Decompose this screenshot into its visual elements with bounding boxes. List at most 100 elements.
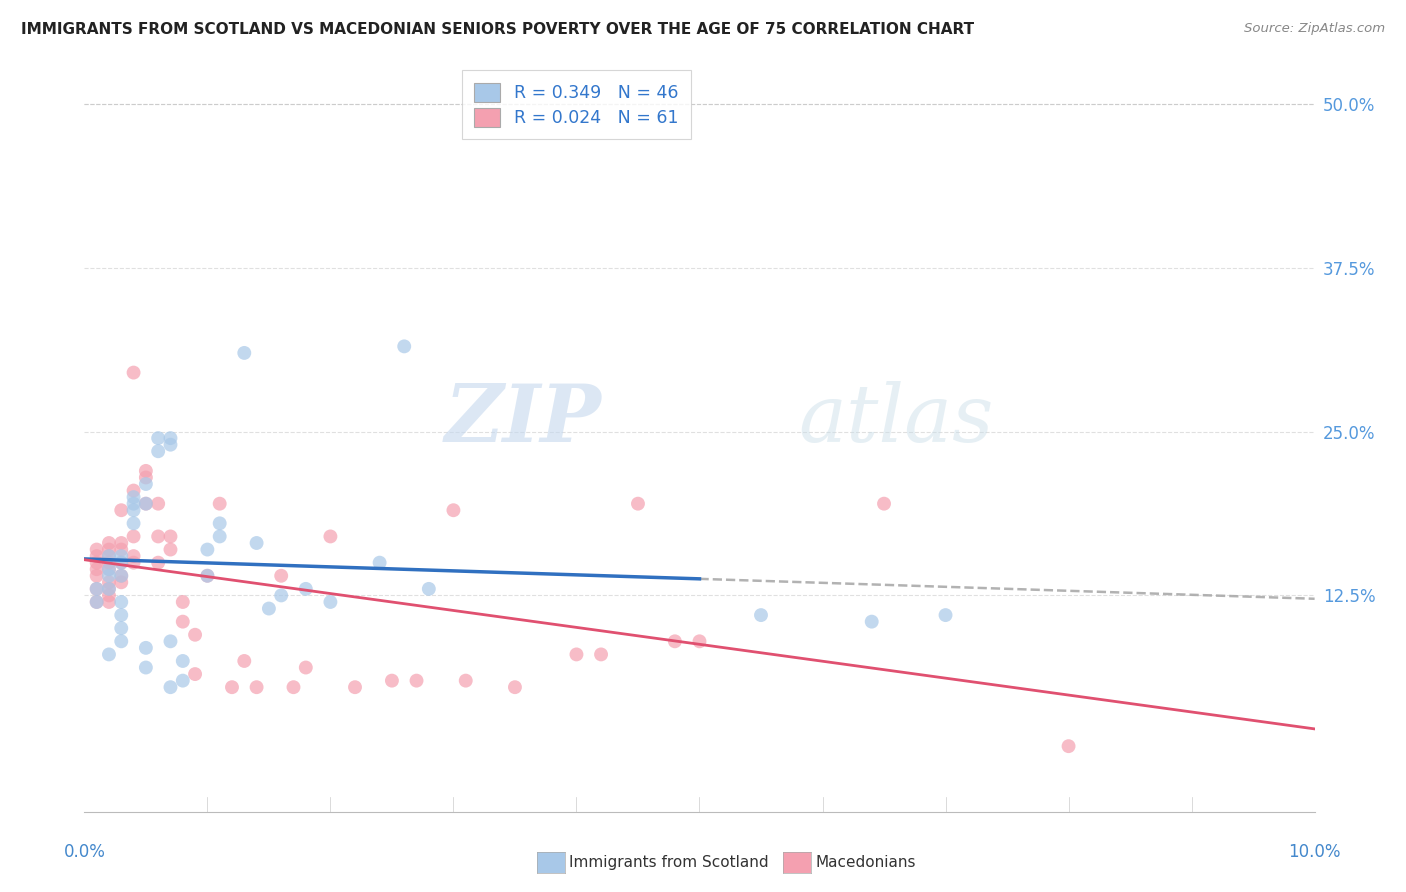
Point: [98, 648, 120, 662]
Point: [122, 366, 145, 380]
Point: [159, 634, 181, 648]
Point: [110, 503, 132, 517]
Point: [148, 444, 170, 458]
Point: [418, 582, 440, 596]
Point: [98, 589, 120, 603]
Point: [184, 628, 207, 642]
Point: [110, 634, 132, 648]
Point: [110, 575, 132, 590]
Point: [98, 562, 120, 576]
Point: [110, 556, 132, 570]
Point: [122, 490, 145, 504]
Point: [381, 673, 404, 688]
Point: [98, 556, 120, 570]
Point: [122, 483, 145, 498]
Point: [172, 673, 194, 688]
Point: [86, 595, 108, 609]
Point: [86, 556, 108, 570]
Point: [98, 595, 120, 609]
Text: Macedonians: Macedonians: [815, 855, 915, 870]
Point: [184, 667, 207, 681]
Point: [405, 673, 427, 688]
Point: [503, 680, 526, 694]
Point: [270, 589, 292, 603]
Point: [208, 516, 231, 531]
Point: [135, 640, 157, 655]
Text: IMMIGRANTS FROM SCOTLAND VS MACEDONIAN SENIORS POVERTY OVER THE AGE OF 75 CORREL: IMMIGRANTS FROM SCOTLAND VS MACEDONIAN S…: [21, 22, 974, 37]
Point: [86, 542, 108, 557]
Point: [270, 568, 292, 582]
Point: [627, 497, 650, 511]
Point: [98, 549, 120, 563]
Text: 10.0%: 10.0%: [1288, 843, 1341, 861]
Point: [148, 556, 170, 570]
Point: [246, 680, 269, 694]
Point: [295, 582, 318, 596]
Point: [172, 654, 194, 668]
Y-axis label: Seniors Poverty Over the Age of 75: Seniors Poverty Over the Age of 75: [0, 293, 7, 576]
Point: [208, 497, 231, 511]
Point: [98, 536, 120, 550]
Point: [135, 477, 157, 491]
Point: [233, 346, 256, 360]
Point: [110, 556, 132, 570]
Point: [98, 568, 120, 582]
Point: [749, 608, 772, 623]
Point: [159, 438, 181, 452]
Point: [122, 503, 145, 517]
Point: [283, 680, 305, 694]
Point: [122, 529, 145, 543]
Point: [86, 549, 108, 563]
Text: 0.0%: 0.0%: [63, 843, 105, 861]
Point: [591, 648, 613, 662]
Point: [110, 621, 132, 635]
Point: [110, 568, 132, 582]
Point: [159, 529, 181, 543]
Point: [110, 542, 132, 557]
Point: [246, 536, 269, 550]
Point: [368, 556, 391, 570]
Point: [148, 529, 170, 543]
Point: [110, 568, 132, 582]
Point: [197, 568, 219, 582]
Point: [319, 529, 342, 543]
Point: [454, 673, 477, 688]
Point: [110, 549, 132, 563]
Point: [197, 542, 219, 557]
Point: [122, 556, 145, 570]
Point: [86, 568, 108, 582]
Point: [135, 464, 157, 478]
Text: Source: ZipAtlas.com: Source: ZipAtlas.com: [1244, 22, 1385, 36]
Point: [110, 536, 132, 550]
Point: [935, 608, 957, 623]
Point: [159, 431, 181, 445]
Point: [208, 529, 231, 543]
Text: ZIP: ZIP: [444, 381, 602, 458]
Point: [233, 654, 256, 668]
Point: [860, 615, 883, 629]
Point: [159, 680, 181, 694]
Point: [135, 497, 157, 511]
Point: [873, 497, 896, 511]
Point: [98, 582, 120, 596]
Point: [172, 615, 194, 629]
Point: [110, 608, 132, 623]
Point: [98, 562, 120, 576]
Point: [98, 582, 120, 596]
Point: [221, 680, 243, 694]
Point: [135, 470, 157, 484]
Point: [172, 595, 194, 609]
Point: [148, 497, 170, 511]
Point: [86, 562, 108, 576]
Text: Immigrants from Scotland: Immigrants from Scotland: [569, 855, 769, 870]
Point: [98, 575, 120, 590]
Point: [122, 549, 145, 563]
Text: atlas: atlas: [799, 381, 993, 458]
Point: [86, 582, 108, 596]
Point: [664, 634, 686, 648]
Point: [689, 634, 711, 648]
Legend: R = 0.349   N = 46, R = 0.024   N = 61: R = 0.349 N = 46, R = 0.024 N = 61: [463, 70, 690, 139]
Point: [394, 339, 416, 353]
Point: [135, 497, 157, 511]
Point: [110, 595, 132, 609]
